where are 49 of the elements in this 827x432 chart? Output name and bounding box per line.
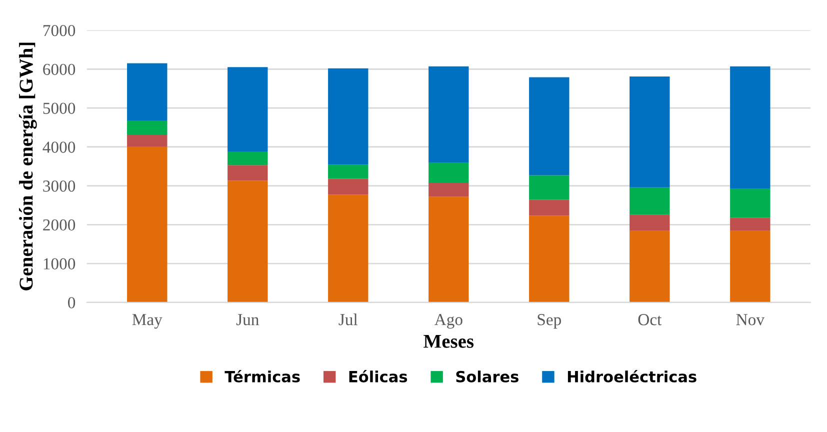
bar [529, 175, 570, 200]
bar [328, 68, 368, 165]
x-tick-label: Jun [236, 314, 259, 326]
bar [428, 196, 469, 302]
bar [529, 77, 570, 176]
y-axis-title: Generación de energía [GWh] [19, 42, 37, 290]
bar [127, 146, 168, 302]
legend-label: Solares [456, 370, 518, 382]
bar [328, 194, 368, 302]
legend-label: Hidroeléctricas [568, 370, 696, 382]
bar [428, 66, 469, 163]
y-tick-label: 0 [68, 297, 76, 308]
y-tick-label: 7000 [43, 24, 76, 36]
bar [730, 218, 770, 231]
bar [127, 120, 168, 134]
bar [730, 230, 770, 302]
bar [630, 214, 670, 231]
bar [127, 63, 168, 120]
bar [730, 66, 770, 189]
x-tick-label: Sep [538, 314, 561, 329]
x-tick-label: Jul [338, 314, 358, 326]
bar [228, 152, 268, 166]
bar [730, 188, 770, 218]
y-tick-label: 2000 [43, 219, 76, 231]
bar [328, 178, 368, 195]
x-tick-label: Ago [434, 314, 462, 329]
bar [228, 180, 268, 302]
bar [228, 67, 268, 152]
x-axis-title: Meses [424, 334, 474, 348]
y-tick-label: 3000 [43, 180, 76, 192]
bar [428, 183, 469, 197]
legend-label: Eólicas [349, 370, 408, 382]
bar [127, 134, 168, 147]
legend-label: Térmicas [224, 370, 300, 382]
y-tick-label: 6000 [43, 64, 76, 76]
bar [328, 164, 368, 179]
x-tick-label: Nov [736, 314, 765, 326]
bar [529, 200, 570, 216]
bar [630, 76, 670, 188]
x-tick-label: May [132, 314, 162, 329]
bar [529, 216, 570, 302]
bar [630, 230, 670, 302]
y-tick-label: 4000 [42, 142, 76, 153]
y-tick-label: 1000 [44, 258, 76, 270]
x-tick-label: Oct [638, 314, 662, 326]
y-tick-label: 5000 [43, 102, 76, 114]
bar [630, 187, 670, 215]
bar [228, 165, 268, 181]
bar [428, 162, 469, 184]
